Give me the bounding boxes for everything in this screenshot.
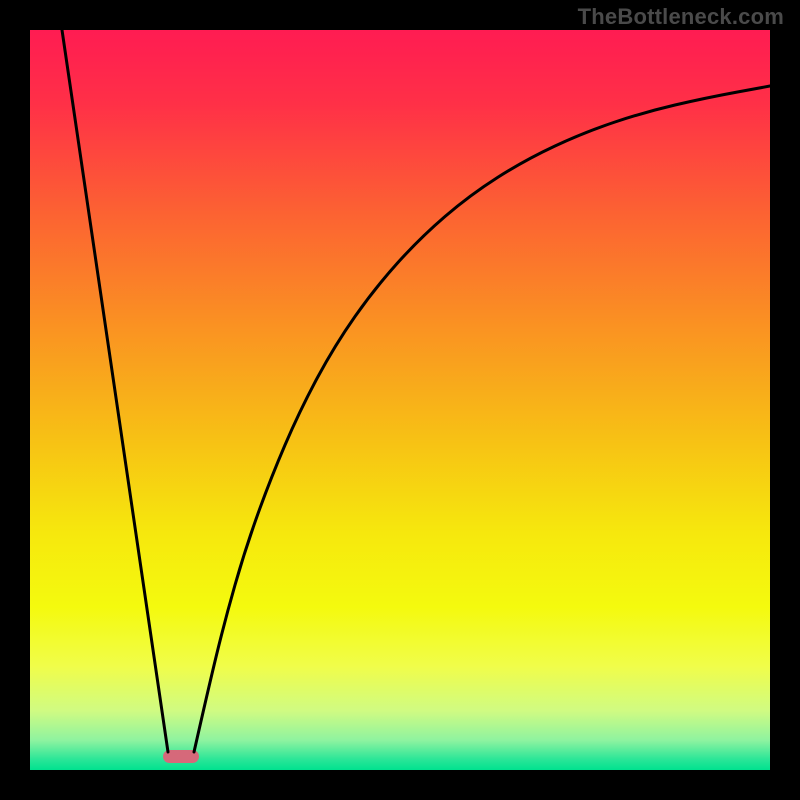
- chart-frame: TheBottleneck.com: [0, 0, 800, 800]
- watermark-label: TheBottleneck.com: [578, 4, 784, 30]
- left-line: [62, 30, 168, 752]
- right-curve: [194, 86, 770, 752]
- plot-area: [30, 30, 770, 770]
- curve-layer: [30, 30, 770, 770]
